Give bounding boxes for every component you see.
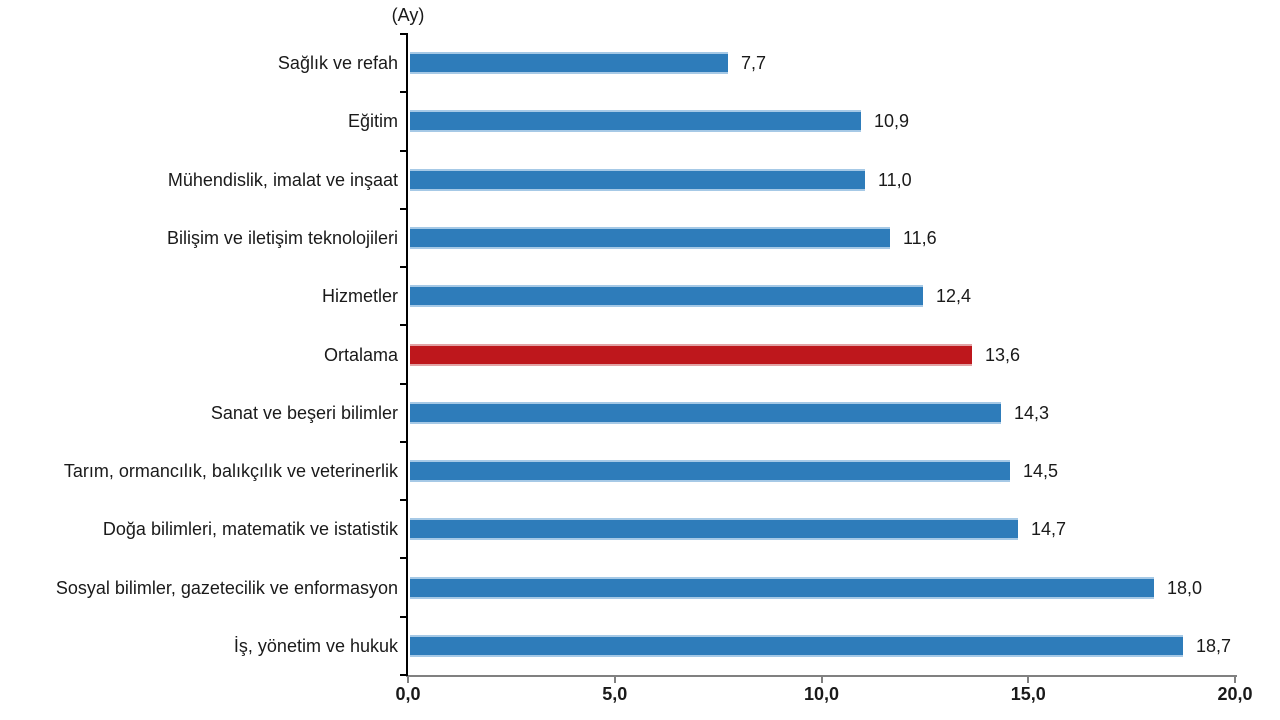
x-axis-tick-label: 0,0 (395, 684, 421, 704)
y-axis-tick (400, 440, 408, 443)
value-label: 7,7 (741, 53, 767, 74)
value-label: 18,7 (1196, 635, 1232, 656)
bar (410, 285, 923, 308)
x-axis-line (406, 675, 1237, 677)
bar (410, 518, 1018, 541)
value-label: 12,4 (936, 286, 972, 307)
value-label: 14,7 (1031, 519, 1067, 540)
y-axis-tick (400, 149, 408, 152)
bar (410, 52, 728, 75)
y-axis-tick (400, 33, 408, 35)
value-label: 10,9 (874, 111, 910, 132)
axis-unit-label: (Ay) (391, 5, 425, 25)
value-label: 13,6 (985, 344, 1021, 365)
y-axis-tick (400, 382, 408, 385)
category-label: Doğa bilimleri, matematik ve istatistik (102, 519, 398, 540)
y-axis-tick (400, 615, 408, 618)
x-axis-tick (613, 677, 616, 683)
category-label: Tarım, ormancılık, balıkçılık ve veterin… (63, 461, 398, 482)
bar (410, 634, 1183, 657)
y-axis-line (406, 34, 408, 677)
value-label: 14,5 (1023, 461, 1059, 482)
x-axis-tick (1234, 677, 1236, 683)
value-label: 11,6 (903, 227, 937, 248)
category-label: Sosyal bilimler, gazetecilik ve enformas… (55, 577, 398, 598)
x-axis-tick (1027, 677, 1030, 683)
x-axis-tick-label: 5,0 (602, 684, 628, 704)
bar (410, 460, 1010, 483)
value-label: 18,0 (1167, 577, 1203, 598)
y-axis-tick (400, 266, 408, 269)
x-axis-tick-label: 10,0 (803, 684, 840, 704)
y-axis-tick (400, 674, 408, 676)
bar-highlighted (410, 343, 972, 366)
value-label: 11,0 (878, 169, 912, 190)
x-axis-tick-label: 15,0 (1010, 684, 1046, 704)
bar (410, 576, 1154, 599)
x-axis-tick-label: 20,0 (1217, 684, 1253, 704)
y-axis-tick (400, 499, 408, 502)
bar (410, 110, 861, 133)
category-label: İş, yönetim ve hukuk (233, 635, 398, 656)
category-label: Sanat ve beşeri bilimler (210, 402, 398, 423)
category-label: Bilişim ve iletişim teknolojileri (166, 227, 398, 248)
bar (410, 226, 890, 249)
category-label: Eğitim (347, 111, 398, 132)
bar (410, 401, 1001, 424)
category-label: Ortalama (323, 344, 398, 365)
category-label: Sağlık ve refah (277, 53, 398, 74)
value-label: 14,3 (1014, 402, 1050, 423)
category-label: Mühendislik, imalat ve inşaat (167, 169, 398, 190)
x-axis-tick (820, 677, 823, 683)
y-axis-tick (400, 324, 408, 327)
category-label: Hizmetler (321, 286, 398, 307)
bar (410, 168, 865, 191)
y-axis-tick (400, 557, 408, 560)
y-axis-tick (400, 207, 408, 210)
x-axis-tick (407, 677, 409, 683)
y-axis-tick (400, 91, 408, 94)
